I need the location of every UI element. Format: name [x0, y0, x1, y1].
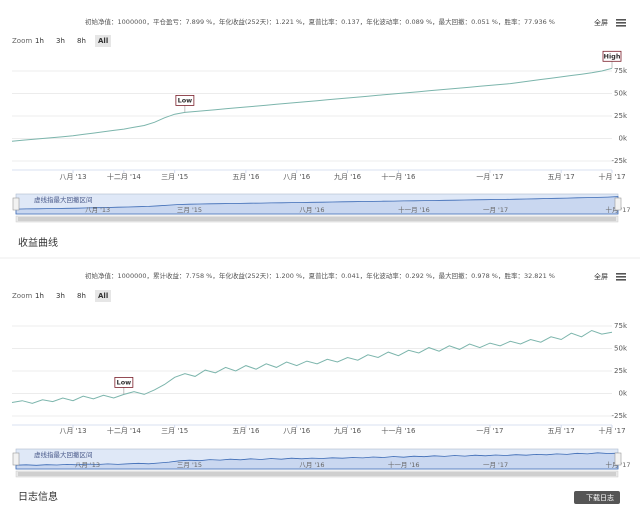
zoom-button[interactable]: All — [98, 292, 108, 300]
flag-box — [602, 50, 622, 62]
navigator-note: 虚线指最大回撤区间 — [34, 195, 93, 204]
x-tick-label: 五月 '17 — [548, 173, 575, 181]
menu-icon-bar[interactable] — [616, 276, 626, 278]
scrollbar-thumb[interactable] — [18, 217, 616, 221]
x-tick-label: 五月 '16 — [232, 173, 260, 181]
navigator-label: 一月 '17 — [483, 461, 508, 469]
fullscreen-button[interactable]: 全屏 — [594, 18, 608, 27]
navigator-label: 十一月 '16 — [388, 460, 420, 469]
x-tick-label: 五月 '17 — [548, 427, 575, 435]
x-tick-label: 一月 '17 — [476, 427, 503, 435]
menu-icon-bar[interactable] — [616, 19, 626, 21]
navigator-label: 八月 '16 — [299, 206, 324, 214]
navigator-handle[interactable] — [614, 197, 622, 211]
y-tick-label: 75k — [614, 322, 628, 330]
x-tick-label: 十二月 '14 — [107, 426, 142, 435]
menu-icon-bar[interactable] — [616, 273, 626, 275]
x-tick-label: 十月 '17 — [598, 172, 625, 181]
navigator-handle[interactable] — [12, 197, 20, 211]
navigator-label: 三月 '15 — [177, 206, 202, 214]
x-tick-label: 十二月 '14 — [107, 172, 142, 181]
navigator-note: 虚线指最大回撤区间 — [34, 450, 93, 459]
x-tick-label: 十月 '17 — [598, 426, 625, 435]
download-label[interactable]: 下载日志 — [586, 493, 614, 502]
y-tick-label: -25k — [612, 157, 628, 165]
zoom-button[interactable]: All — [98, 37, 108, 45]
line-series — [11, 329, 613, 404]
menu-icon-bar[interactable] — [616, 25, 626, 27]
download-button[interactable] — [574, 491, 620, 504]
menu-icon-bar[interactable] — [616, 22, 626, 24]
menu-icon-bar[interactable] — [616, 279, 626, 281]
x-tick-label: 八月 '16 — [283, 427, 311, 435]
y-tick-label: -25k — [612, 412, 628, 420]
navigator-handle[interactable] — [12, 452, 20, 466]
navigator-area — [15, 452, 619, 470]
x-tick-label: 九月 '16 — [334, 172, 362, 181]
x-tick-label: 八月 '16 — [283, 173, 311, 181]
fullscreen-button[interactable]: 全屏 — [594, 272, 608, 281]
x-tick-label: 三月 '15 — [161, 427, 188, 435]
navigator-area — [15, 196, 619, 215]
x-tick-label: 一月 '17 — [476, 173, 503, 181]
zoom-button-active[interactable] — [95, 35, 111, 47]
stats-text: 初始净值：1000000，平仓盈亏：7.899 %，年化收益(252天)：1.2… — [85, 17, 555, 26]
y-tick-label: 50k — [614, 90, 628, 98]
x-tick-label: 八月 '13 — [59, 173, 86, 181]
x-tick-label: 三月 '15 — [161, 173, 188, 181]
navigator-label: 十一月 '16 — [398, 205, 430, 214]
section-title: 收益曲线 — [18, 236, 58, 249]
stats-text: 初始净值：1000000，累计收益：7.758 %，年化收益(252天)：1.2… — [85, 271, 555, 280]
x-tick-label: 五月 '16 — [232, 427, 260, 435]
line-series — [11, 67, 613, 142]
x-tick-label: 十一月 '16 — [381, 172, 416, 181]
scrollbar-thumb[interactable] — [18, 472, 616, 476]
flag-label: Low — [178, 96, 193, 104]
zoom-button[interactable]: 8h — [77, 292, 86, 300]
y-tick-label: 50k — [614, 345, 628, 353]
navigator-label: 八月 '13 — [85, 206, 110, 214]
y-tick-label: 25k — [614, 112, 628, 120]
navigator-label: 三月 '15 — [177, 461, 202, 469]
zoom-button-active[interactable] — [95, 290, 111, 302]
zoom-label: Zoom — [12, 37, 32, 45]
y-tick-label: 0k — [618, 135, 627, 143]
x-tick-label: 十一月 '16 — [381, 426, 416, 435]
x-tick-label: 八月 '13 — [59, 427, 86, 435]
flag-box — [175, 95, 195, 106]
flag-label: High — [604, 52, 621, 60]
zoom-button[interactable]: 1h — [35, 292, 44, 300]
zoom-button[interactable]: 3h — [56, 292, 65, 300]
y-tick-label: 75k — [614, 67, 628, 75]
navigator-label: 八月 '13 — [75, 461, 100, 469]
zoom-button[interactable]: 1h — [35, 37, 44, 45]
navigator-label: 一月 '17 — [483, 206, 508, 214]
zoom-button[interactable]: 8h — [77, 37, 86, 45]
zoom-button[interactable]: 3h — [56, 37, 65, 45]
navigator-label: 八月 '16 — [299, 461, 324, 469]
y-tick-label: 0k — [618, 390, 627, 398]
flag-label: Low — [117, 378, 132, 386]
log-title: 日志信息 — [18, 490, 58, 503]
x-tick-label: 九月 '16 — [334, 426, 362, 435]
flag-box — [114, 376, 134, 388]
navigator-handle[interactable] — [614, 452, 622, 466]
y-tick-label: 25k — [614, 367, 628, 375]
zoom-label: Zoom — [12, 292, 32, 300]
